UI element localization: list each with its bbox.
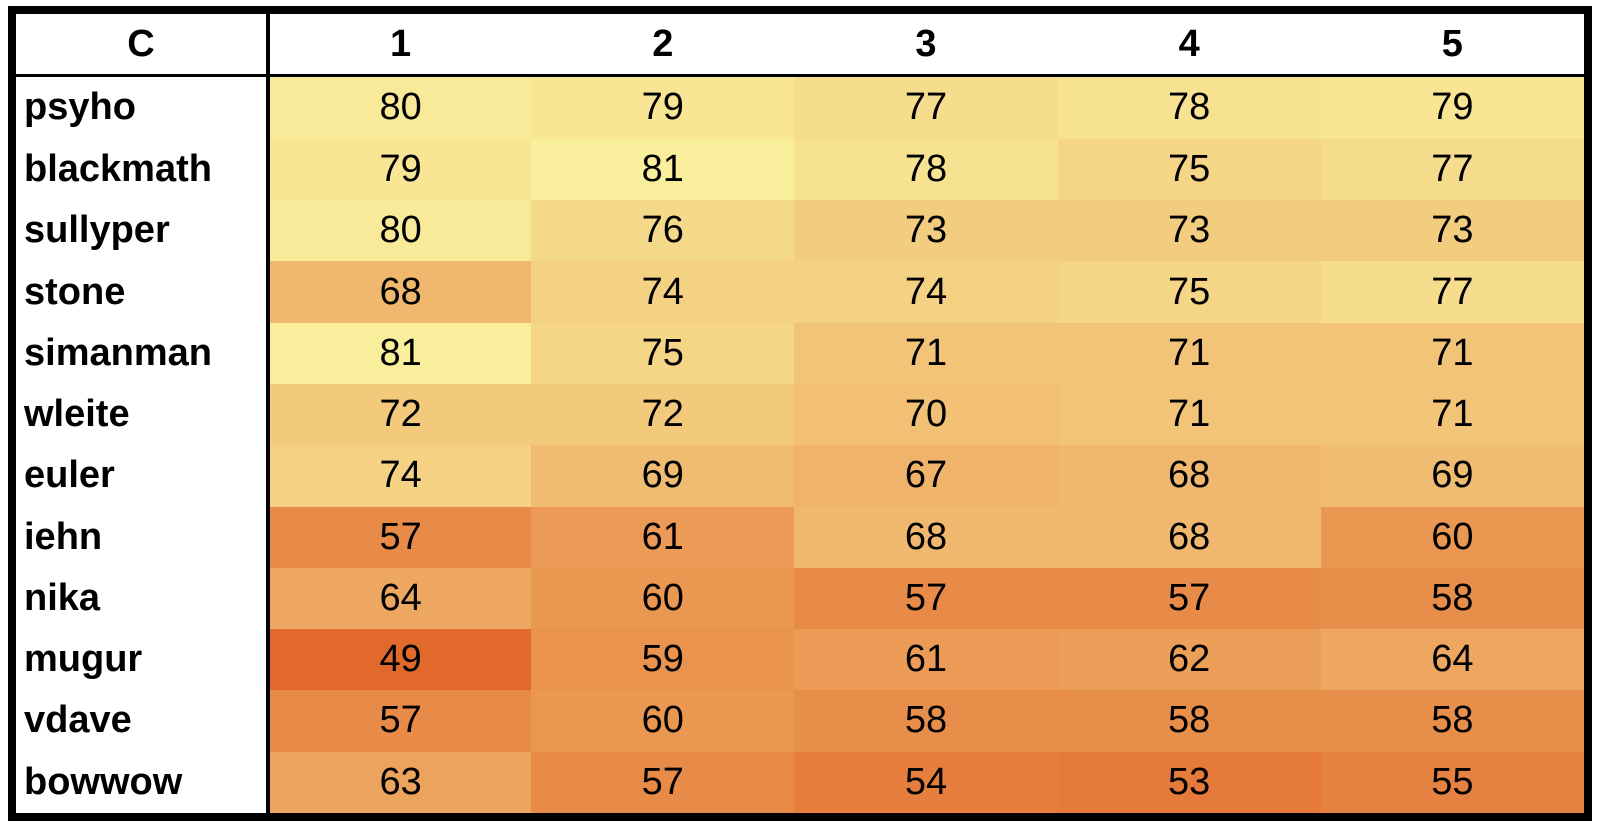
row-label: euler	[16, 445, 270, 507]
value-cell: 71	[1057, 383, 1321, 446]
value-cell: 71	[1320, 383, 1584, 446]
row-label: iehn	[16, 506, 270, 568]
value-cell: 75	[1057, 261, 1321, 323]
value-cell: 71	[1320, 322, 1584, 384]
value-cell: 64	[268, 567, 532, 630]
value-cell: 76	[531, 200, 795, 262]
value-cell: 63	[268, 751, 532, 813]
value-cell: 72	[531, 383, 795, 446]
row-label: vdave	[16, 690, 270, 752]
value-cell: 73	[1320, 200, 1584, 262]
value-cell: 80	[268, 75, 532, 139]
data-row: simanman 81 75 71 71 71	[16, 322, 1584, 384]
value-cell: 60	[1320, 506, 1584, 568]
value-cell: 81	[531, 138, 795, 201]
value-cell: 58	[1320, 690, 1584, 752]
value-cell: 74	[794, 261, 1058, 323]
value-cell: 77	[1320, 138, 1584, 201]
row-label: sullyper	[16, 200, 270, 262]
data-row: bowwow 63 57 54 53 55	[16, 751, 1584, 813]
data-row: iehn 57 61 68 68 60	[16, 506, 1584, 568]
value-cell: 77	[794, 75, 1058, 139]
value-cell: 75	[531, 322, 795, 384]
value-cell: 79	[1320, 75, 1584, 139]
value-cell: 74	[531, 261, 795, 323]
value-cell: 49	[268, 629, 532, 691]
data-row: stone 68 74 74 75 77	[16, 261, 1584, 323]
data-row: euler 74 69 67 68 69	[16, 445, 1584, 507]
value-cell: 70	[794, 383, 1058, 446]
value-cell: 57	[268, 690, 532, 752]
data-row: sullyper 80 76 73 73 73	[16, 200, 1584, 262]
row-label: mugur	[16, 629, 270, 691]
value-cell: 64	[1320, 629, 1584, 691]
value-cell: 77	[1320, 261, 1584, 323]
value-cell: 72	[268, 383, 532, 446]
header-cell: 2	[531, 14, 795, 77]
value-cell: 81	[268, 322, 532, 384]
value-cell: 53	[1057, 751, 1321, 813]
row-label: psyho	[16, 75, 270, 139]
value-cell: 59	[531, 629, 795, 691]
row-label: nika	[16, 567, 270, 630]
row-label: wleite	[16, 383, 270, 446]
data-row: blackmath 79 81 78 75 77	[16, 138, 1584, 201]
value-cell: 58	[1057, 690, 1321, 752]
value-cell: 78	[1057, 75, 1321, 139]
header-cell: 5	[1320, 14, 1584, 77]
header-cell: C	[16, 14, 270, 77]
value-cell: 78	[794, 138, 1058, 201]
row-label: bowwow	[16, 751, 270, 813]
value-cell: 68	[1057, 445, 1321, 507]
data-row: mugur 49 59 61 62 64	[16, 629, 1584, 691]
data-row: nika 64 60 57 57 58	[16, 567, 1584, 630]
value-cell: 57	[268, 506, 532, 568]
value-cell: 57	[794, 567, 1058, 630]
row-label: blackmath	[16, 138, 270, 201]
data-row: wleite 72 72 70 71 71	[16, 383, 1584, 446]
value-cell: 71	[794, 322, 1058, 384]
value-cell: 68	[1057, 506, 1321, 568]
value-cell: 61	[531, 506, 795, 568]
value-cell: 60	[531, 567, 795, 630]
data-row: psyho 80 79 77 78 79	[16, 75, 1584, 139]
value-cell: 58	[794, 690, 1058, 752]
value-cell: 69	[1320, 445, 1584, 507]
table-body: psyho 80 79 77 78 79 blackmath 79 81 78 75 77 sullyp…	[16, 75, 1584, 813]
data-row: vdave 57 60 58 58 58	[16, 690, 1584, 752]
value-cell: 57	[531, 751, 795, 813]
value-cell: 54	[794, 751, 1058, 813]
row-label: simanman	[16, 322, 270, 384]
value-cell: 55	[1320, 751, 1584, 813]
header-cell: 4	[1057, 14, 1321, 77]
value-cell: 79	[268, 138, 532, 201]
value-cell: 73	[1057, 200, 1321, 262]
value-cell: 79	[531, 75, 795, 139]
header-cell: 1	[268, 14, 532, 77]
row-label: stone	[16, 261, 270, 323]
value-cell: 71	[1057, 322, 1321, 384]
value-cell: 73	[794, 200, 1058, 262]
value-cell: 62	[1057, 629, 1321, 691]
value-cell: 80	[268, 200, 532, 262]
value-cell: 61	[794, 629, 1058, 691]
value-cell: 60	[531, 690, 795, 752]
value-cell: 67	[794, 445, 1058, 507]
value-cell: 58	[1320, 567, 1584, 630]
value-cell: 69	[531, 445, 795, 507]
value-cell: 75	[1057, 138, 1321, 201]
value-cell: 68	[268, 261, 532, 323]
value-cell: 68	[794, 506, 1058, 568]
value-cell: 57	[1057, 567, 1321, 630]
header-cell: 3	[794, 14, 1058, 77]
value-cell: 74	[268, 445, 532, 507]
